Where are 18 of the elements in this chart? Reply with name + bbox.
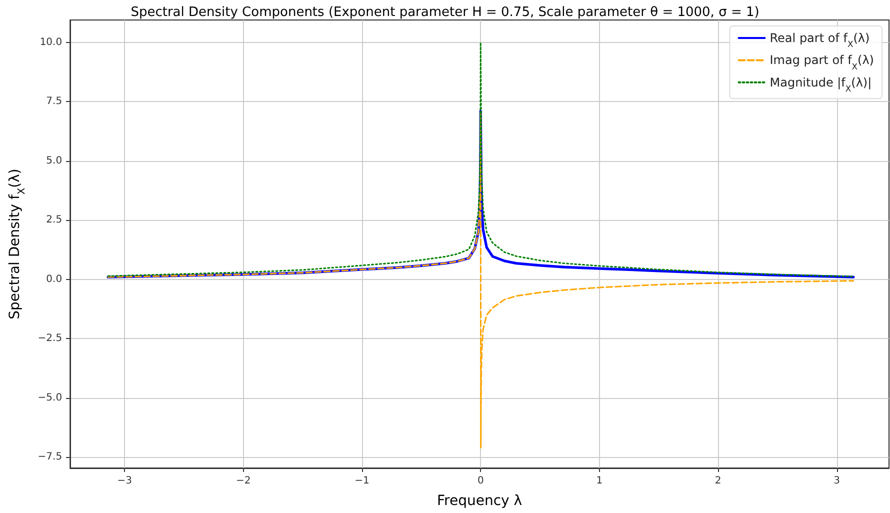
y-tick-label: −5.0 <box>38 392 62 404</box>
chart-title: Spectral Density Components (Exponent parameter H = 0.75, Scale parameter θ = 1000, σ = 1) <box>130 5 760 20</box>
x-tick-label: −1 <box>354 476 370 486</box>
x-tick-label: 1 <box>596 476 603 486</box>
y-tick-label: 7.5 <box>46 96 62 108</box>
y-tick-label: 10.0 <box>40 37 62 48</box>
y-tick-label: −2.5 <box>38 333 62 344</box>
y-tick-label: −7.5 <box>38 452 62 463</box>
x-tick-label: 2 <box>714 476 722 486</box>
x-axis-title: Frequency λ <box>437 493 522 509</box>
y-axis-title: Spectral Density fX(λ) <box>7 168 28 320</box>
x-tick-label: −3 <box>117 476 132 486</box>
x-tick-label: 0 <box>478 476 484 486</box>
x-tick-label: 3 <box>834 476 840 486</box>
y-tick-label: 0.0 <box>46 274 62 285</box>
x-tick-label: −2 <box>236 476 251 486</box>
y-tick-label: 2.5 <box>46 214 62 226</box>
y-tick-label: 5.0 <box>46 155 62 166</box>
